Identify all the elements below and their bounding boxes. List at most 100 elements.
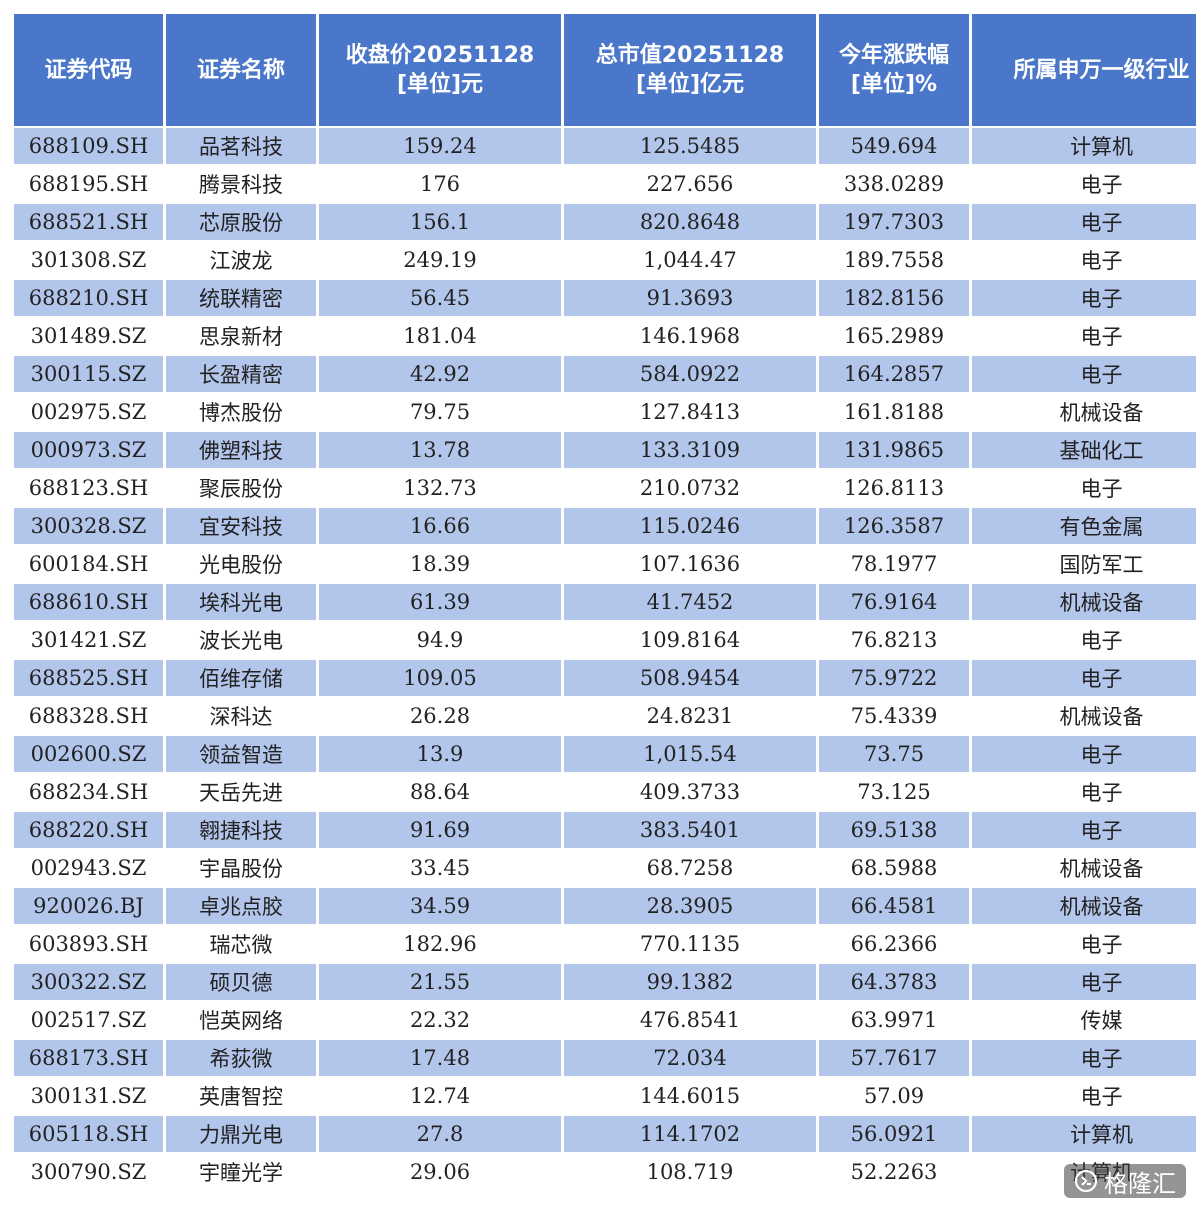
ytd-change-cell: 75.9722 xyxy=(819,660,969,696)
table-row: 300322.SZ 硕贝德 21.55 99.1382 64.3783 电子 xyxy=(14,964,1196,1000)
table-row: 002517.SZ 恺英网络 22.32 476.8541 63.9971 传媒 xyxy=(14,1002,1196,1038)
table-body: 688109.SH 品茗科技 159.24 125.5485 549.694 计算机 688… xyxy=(14,128,1196,1190)
security-code-cell: 688173.SH xyxy=(14,1040,163,1076)
close-price-cell: 56.45 xyxy=(319,280,561,316)
market-cap-cell: 227.656 xyxy=(564,166,816,202)
ytd-change-cell: 165.2989 xyxy=(819,318,969,354)
security-name-cell: 统联精密 xyxy=(166,280,316,316)
security-code-cell: 600184.SH xyxy=(14,546,163,582)
market-cap-cell: 1,044.47 xyxy=(564,242,816,278)
column-header-line: 收盘价20251128 xyxy=(345,43,535,68)
market-cap-cell: 68.7258 xyxy=(564,850,816,886)
close-price-cell: 34.59 xyxy=(319,888,561,924)
close-price-cell: 88.64 xyxy=(319,774,561,810)
ytd-change-cell: 69.5138 xyxy=(819,812,969,848)
table-row: 688328.SH 深科达 26.28 24.8231 75.4339 机械设备 xyxy=(14,698,1196,734)
close-price-cell: 94.9 xyxy=(319,622,561,658)
market-cap-cell: 91.3693 xyxy=(564,280,816,316)
header-row: 证券代码 证券名称 收盘价20251128 [单位]元 总市值20251128 [单位]亿… xyxy=(14,14,1196,126)
column-header: 今年涨跌幅 [单位]% xyxy=(819,14,969,126)
ytd-change-cell: 338.0289 xyxy=(819,166,969,202)
market-cap-cell: 508.9454 xyxy=(564,660,816,696)
table-row: 000973.SZ 佛塑科技 13.78 133.3109 131.9865 基础化工 xyxy=(14,432,1196,468)
security-name-cell: 波长光电 xyxy=(166,622,316,658)
industry-cell: 传媒 xyxy=(972,1002,1196,1038)
column-header: 证券名称 xyxy=(166,14,316,126)
industry-cell: 计算机 xyxy=(972,128,1196,164)
close-price-cell: 16.66 xyxy=(319,508,561,544)
security-name-cell: 佛塑科技 xyxy=(166,432,316,468)
close-price-cell: 21.55 xyxy=(319,964,561,1000)
close-price-cell: 156.1 xyxy=(319,204,561,240)
security-name-cell: 聚辰股份 xyxy=(166,470,316,506)
industry-cell: 机械设备 xyxy=(972,698,1196,734)
table-row: 600184.SH 光电股份 18.39 107.1636 78.1977 国防军工 xyxy=(14,546,1196,582)
close-price-cell: 17.48 xyxy=(319,1040,561,1076)
security-code-cell: 603893.SH xyxy=(14,926,163,962)
security-name-cell: 宇晶股份 xyxy=(166,850,316,886)
security-code-cell: 688525.SH xyxy=(14,660,163,696)
security-code-cell: 605118.SH xyxy=(14,1116,163,1152)
security-name-cell: 腾景科技 xyxy=(166,166,316,202)
ytd-change-cell: 66.2366 xyxy=(819,926,969,962)
ytd-change-cell: 56.0921 xyxy=(819,1116,969,1152)
security-name-cell: 力鼎光电 xyxy=(166,1116,316,1152)
close-price-cell: 132.73 xyxy=(319,470,561,506)
industry-cell: 电子 xyxy=(972,280,1196,316)
column-header-line: [单位]亿元 xyxy=(635,72,745,97)
ytd-change-cell: 126.3587 xyxy=(819,508,969,544)
close-price-cell: 29.06 xyxy=(319,1154,561,1190)
security-name-cell: 瑞芯微 xyxy=(166,926,316,962)
industry-cell: 电子 xyxy=(972,964,1196,1000)
security-code-cell: 301308.SZ xyxy=(14,242,163,278)
security-code-cell: 688220.SH xyxy=(14,812,163,848)
stock-table-container: 证券代码 证券名称 收盘价20251128 [单位]元 总市值20251128 [单位]亿… xyxy=(14,14,1196,1192)
market-cap-cell: 144.6015 xyxy=(564,1078,816,1114)
ytd-change-cell: 75.4339 xyxy=(819,698,969,734)
market-cap-cell: 476.8541 xyxy=(564,1002,816,1038)
market-cap-cell: 24.8231 xyxy=(564,698,816,734)
industry-cell: 电子 xyxy=(972,1078,1196,1114)
ytd-change-cell: 64.3783 xyxy=(819,964,969,1000)
industry-cell: 电子 xyxy=(972,736,1196,772)
security-code-cell: 300790.SZ xyxy=(14,1154,163,1190)
industry-cell: 电子 xyxy=(972,1040,1196,1076)
table-row: 603893.SH 瑞芯微 182.96 770.1135 66.2366 电子 xyxy=(14,926,1196,962)
market-cap-cell: 28.3905 xyxy=(564,888,816,924)
market-cap-cell: 409.3733 xyxy=(564,774,816,810)
table-row: 688220.SH 翱捷科技 91.69 383.5401 69.5138 电子 xyxy=(14,812,1196,848)
industry-cell: 电子 xyxy=(972,774,1196,810)
industry-cell: 国防军工 xyxy=(972,546,1196,582)
table-row: 688521.SH 芯原股份 156.1 820.8648 197.7303 电子 xyxy=(14,204,1196,240)
security-code-cell: 920026.BJ xyxy=(14,888,163,924)
security-name-cell: 翱捷科技 xyxy=(166,812,316,848)
market-cap-cell: 146.1968 xyxy=(564,318,816,354)
table-row: 688173.SH 希荻微 17.48 72.034 57.7617 电子 xyxy=(14,1040,1196,1076)
industry-cell: 电子 xyxy=(972,318,1196,354)
market-cap-cell: 72.034 xyxy=(564,1040,816,1076)
ytd-change-cell: 73.75 xyxy=(819,736,969,772)
security-code-cell: 300328.SZ xyxy=(14,508,163,544)
close-price-cell: 61.39 xyxy=(319,584,561,620)
table-row: 688610.SH 埃科光电 61.39 41.7452 76.9164 机械设备 xyxy=(14,584,1196,620)
security-code-cell: 688234.SH xyxy=(14,774,163,810)
industry-cell: 机械设备 xyxy=(972,394,1196,430)
column-header: 所属申万一级行业 xyxy=(972,14,1196,126)
ytd-change-cell: 63.9971 xyxy=(819,1002,969,1038)
ytd-change-cell: 68.5988 xyxy=(819,850,969,886)
market-cap-cell: 383.5401 xyxy=(564,812,816,848)
market-cap-cell: 210.0732 xyxy=(564,470,816,506)
industry-cell: 机械设备 xyxy=(972,888,1196,924)
ytd-change-cell: 182.8156 xyxy=(819,280,969,316)
security-code-cell: 688521.SH xyxy=(14,204,163,240)
table-row: 301308.SZ 江波龙 249.19 1,044.47 189.7558 电子 xyxy=(14,242,1196,278)
column-header-line: 总市值20251128 xyxy=(595,43,785,68)
industry-cell: 有色金属 xyxy=(972,508,1196,544)
ytd-change-cell: 52.2263 xyxy=(819,1154,969,1190)
security-name-cell: 恺英网络 xyxy=(166,1002,316,1038)
close-price-cell: 176 xyxy=(319,166,561,202)
security-name-cell: 深科达 xyxy=(166,698,316,734)
security-name-cell: 光电股份 xyxy=(166,546,316,582)
industry-cell: 电子 xyxy=(972,204,1196,240)
